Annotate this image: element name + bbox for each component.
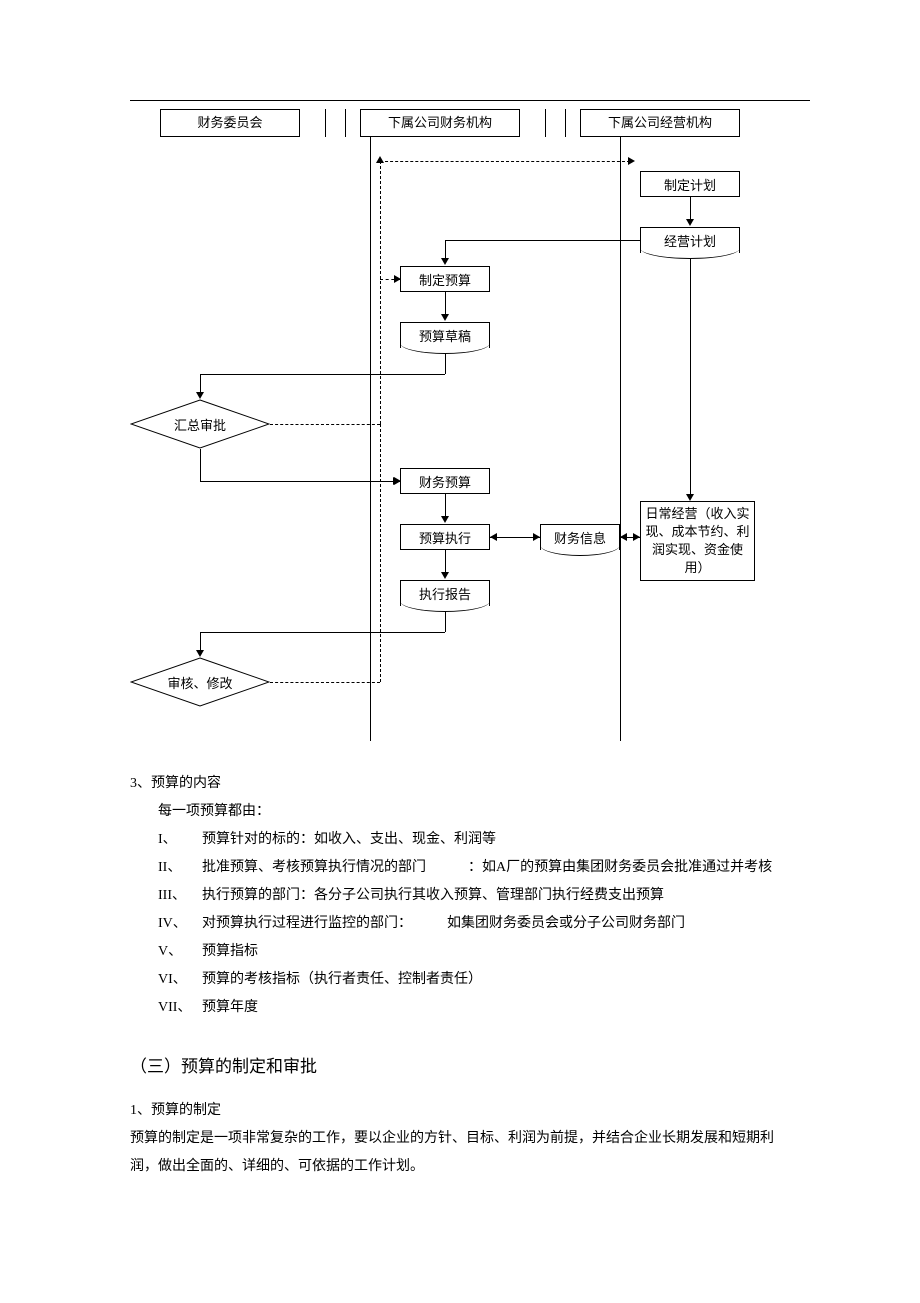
list-item: VI、预算的考核指标（执行者责任、控制者责任） — [130, 966, 800, 994]
item-num: II、 — [158, 854, 202, 882]
sub1-body: 预算的制定是一项非常复杂的工作，要以企业的方针、目标、利润为前提，并结合企业长期… — [130, 1125, 800, 1181]
item-text: 预算指标 — [202, 938, 258, 966]
node-exec-report: 执行报告 — [400, 580, 490, 606]
item-num: I、 — [158, 826, 202, 854]
item-num: IV、 — [158, 910, 202, 938]
list-item: V、预算指标 — [130, 938, 800, 966]
heading-3: （三）预算的制定和审批 — [130, 1052, 800, 1077]
header-col2: 下属公司财务机构 — [360, 109, 520, 137]
node-fin-info: 财务信息 — [540, 524, 620, 550]
item-text: 执行预算的部门：各分子公司执行其收入预算、管理部门执行经费支出预算 — [202, 882, 664, 910]
header-col1: 财务委员会 — [160, 109, 300, 137]
node-daily-ops: 日常经营（收入实现、成本节约、利润实现、资金使用） — [640, 501, 755, 581]
list-item: IV、对预算执行过程进行监控的部门： 如集团财务委员会或分子公司财务部门 — [130, 910, 800, 938]
item-num: VI、 — [158, 966, 202, 994]
diamond-label: 汇总审批 — [174, 415, 226, 434]
node-budget-exec: 预算执行 — [400, 524, 490, 550]
item-text: 批准预算、考核预算执行情况的部门 ：如A厂的预算由集团财务委员会批准通过并考核 — [202, 854, 772, 882]
node-review-modify: 审核、修改 — [130, 657, 270, 707]
list-item: III、执行预算的部门：各分子公司执行其收入预算、管理部门执行经费支出预算 — [130, 882, 800, 910]
section3-intro: 每一项预算都由： — [130, 798, 800, 826]
list-item: II、批准预算、考核预算执行情况的部门 ：如A厂的预算由集团财务委员会批准通过并… — [130, 854, 800, 882]
node-make-plan: 制定计划 — [640, 171, 740, 197]
item-text: 预算年度 — [202, 994, 258, 1022]
list-item: I、预算针对的标的：如收入、支出、现金、利润等 — [130, 826, 800, 854]
item-text: 对预算执行过程进行监控的部门： 如集团财务委员会或分子公司财务部门 — [202, 910, 685, 938]
section3-title: 3、预算的内容 — [130, 770, 800, 798]
sub1-title: 1、预算的制定 — [130, 1097, 800, 1125]
item-num: VII、 — [158, 994, 202, 1022]
item-num: V、 — [158, 938, 202, 966]
flowchart: 财务委员会 下属公司财务机构 下属公司经营机构 制定计划 经营计划 制定预算 预… — [130, 100, 810, 740]
node-budget-draft: 预算草稿 — [400, 322, 490, 348]
node-summary-approve: 汇总审批 — [130, 399, 270, 449]
item-text: 预算的考核指标（执行者责任、控制者责任） — [202, 966, 482, 994]
list-item: VII、预算年度 — [130, 994, 800, 1022]
item-text: 预算针对的标的：如收入、支出、现金、利润等 — [202, 826, 496, 854]
header-col3: 下属公司经营机构 — [580, 109, 740, 137]
node-biz-plan: 经营计划 — [640, 227, 740, 253]
text-content: 3、预算的内容 每一项预算都由： I、预算针对的标的：如收入、支出、现金、利润等… — [130, 770, 800, 1181]
diamond-label: 审核、修改 — [167, 673, 232, 692]
node-make-budget: 制定预算 — [400, 266, 490, 292]
node-fin-budget: 财务预算 — [400, 468, 490, 494]
item-num: III、 — [158, 882, 202, 910]
